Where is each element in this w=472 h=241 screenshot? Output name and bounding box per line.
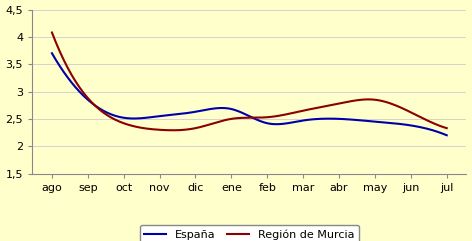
- Legend: España, Región de Murcia: España, Región de Murcia: [140, 225, 359, 241]
- Región de Murcia: [383, 100, 389, 103]
- Región de Murcia: [284, 113, 290, 116]
- Región de Murcia: [292, 111, 298, 114]
- Line: España: España: [52, 53, 447, 135]
- Región de Murcia: [444, 127, 449, 130]
- España: [291, 121, 296, 124]
- Región de Murcia: [51, 34, 56, 37]
- España: [382, 121, 388, 124]
- Región de Murcia: [170, 129, 176, 132]
- España: [51, 54, 56, 57]
- España: [284, 122, 290, 125]
- Región de Murcia: [49, 31, 55, 34]
- España: [283, 122, 288, 125]
- Line: Región de Murcia: Región de Murcia: [52, 33, 447, 130]
- Región de Murcia: [286, 113, 291, 115]
- España: [49, 52, 55, 55]
- España: [407, 124, 413, 127]
- España: [444, 134, 449, 137]
- Región de Murcia: [408, 111, 414, 114]
